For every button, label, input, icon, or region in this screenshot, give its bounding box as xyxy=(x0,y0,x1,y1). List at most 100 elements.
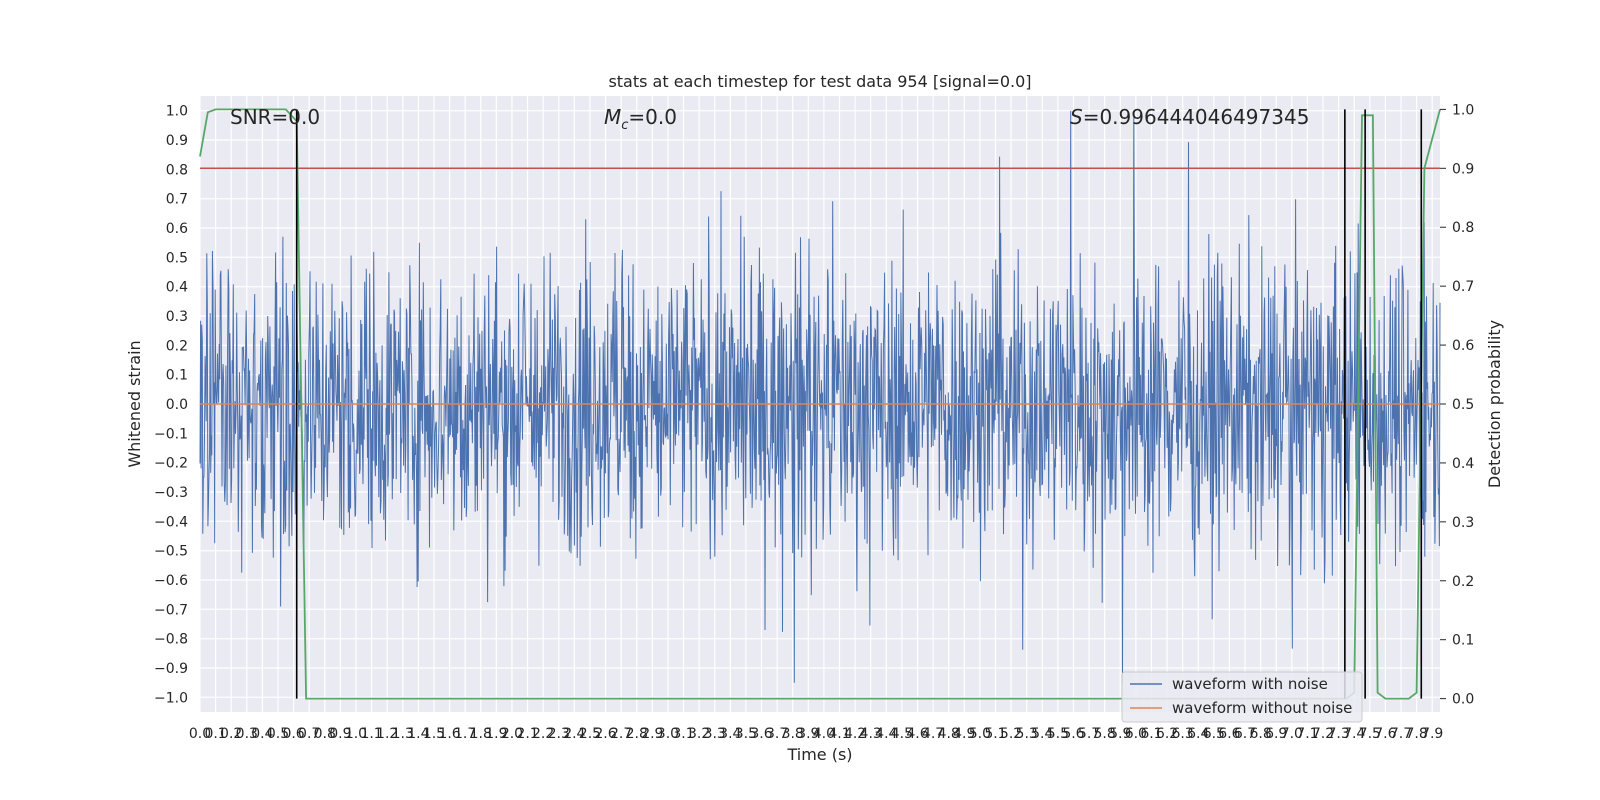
x-tick-label-77: 7.7 xyxy=(1390,726,1412,742)
x-tick-label-59: 5.9 xyxy=(1109,726,1131,742)
y2-axis-label: Detection probability xyxy=(1485,320,1504,488)
x-tick-label-14: 1.4 xyxy=(407,726,429,742)
x-tick-label-21: 2.1 xyxy=(516,726,538,742)
x-tick-label-35: 3.5 xyxy=(735,726,757,742)
x-tick-label-68: 6.8 xyxy=(1249,726,1271,742)
x-tick-label-15: 1.5 xyxy=(423,726,445,742)
mc-symbol: M xyxy=(604,105,621,129)
y2-tick-label-0: 0.0 xyxy=(1452,692,1474,708)
y2-tick-label-10: 1.0 xyxy=(1452,102,1474,118)
x-axis-label: Time (s) xyxy=(786,745,852,764)
x-tick-label-40: 4.0 xyxy=(813,726,835,742)
y2-tick-labels: 0.0 0.1 0.2 0.3 0.4 0.5 0.6 0.7 0.8 0.9 1.0 xyxy=(1440,102,1474,708)
x-tick-label-2: 0.2 xyxy=(220,726,242,742)
y2-tick-label-4: 0.4 xyxy=(1452,456,1474,472)
y-tick-label-5: −0.5 xyxy=(154,544,188,560)
x-tick-label-70: 7.0 xyxy=(1281,726,1303,742)
y-tick-label-8: −0.2 xyxy=(154,456,188,472)
y2-tick-label-1: 0.1 xyxy=(1452,633,1474,649)
x-tick-label-23: 2.3 xyxy=(548,726,570,742)
y-tick-label-20: 1.0 xyxy=(166,104,188,120)
x-tick-label-76: 7.6 xyxy=(1374,726,1396,742)
x-tick-label-0: 0.0 xyxy=(189,726,211,742)
x-tick-label-61: 6.1 xyxy=(1140,726,1162,742)
x-tick-label-33: 3.3 xyxy=(704,726,726,742)
legend-box xyxy=(1121,671,1363,723)
x-tick-label-5: 0.5 xyxy=(267,726,289,742)
y-tick-label-7: −0.3 xyxy=(154,485,188,501)
y-tick-label-3: −0.7 xyxy=(154,602,188,618)
x-tick-label-30: 3.0 xyxy=(657,726,679,742)
x-tick-label-62: 6.2 xyxy=(1156,726,1178,742)
x-tick-label-9: 0.9 xyxy=(329,726,351,742)
y-tick-label-11: 0.1 xyxy=(166,368,188,384)
x-tick-label-26: 2.6 xyxy=(594,726,616,742)
mc-annotation: Mc=0.0 xyxy=(604,105,677,133)
x-tick-label-78: 7.8 xyxy=(1405,726,1427,742)
s-annotation: S=0.996444046497345 xyxy=(1070,105,1309,129)
x-tick-label-22: 2.2 xyxy=(532,726,554,742)
x-tick-label-50: 5.0 xyxy=(969,726,991,742)
x-tick-label-6: 0.6 xyxy=(282,726,304,742)
x-tick-label-48: 4.8 xyxy=(938,726,960,742)
x-tick-label-69: 6.9 xyxy=(1265,726,1287,742)
x-tick-label-20: 2.0 xyxy=(501,726,523,742)
x-tick-label-67: 6.7 xyxy=(1234,726,1256,742)
y-tick-label-1: −0.9 xyxy=(154,661,188,677)
y-tick-label-16: 0.6 xyxy=(166,221,188,237)
chart-title: stats at each timestep for test data 954… xyxy=(608,72,1031,91)
x-tick-label-3: 0.3 xyxy=(236,726,258,742)
y-tick-label-10: 0.0 xyxy=(166,397,188,413)
x-tick-label-24: 2.4 xyxy=(563,726,585,742)
mc-subscript: c xyxy=(621,118,628,133)
x-tick-label-46: 4.6 xyxy=(906,726,928,742)
x-tick-label-74: 7.4 xyxy=(1343,726,1365,742)
y2-tick-label-8: 0.8 xyxy=(1452,220,1474,236)
x-tick-label-44: 4.4 xyxy=(875,726,897,742)
x-tick-label-72: 7.2 xyxy=(1312,726,1334,742)
x-tick-label-64: 6.4 xyxy=(1187,726,1209,742)
x-tick-label-16: 1.6 xyxy=(438,726,460,742)
x-tick-label-47: 4.7 xyxy=(922,726,944,742)
y-tick-label-2: −0.8 xyxy=(154,632,188,648)
x-tick-label-39: 3.9 xyxy=(797,726,819,742)
y-tick-label-9: −0.1 xyxy=(154,426,188,442)
x-tick-label-53: 5.3 xyxy=(1016,726,1038,742)
x-tick-label-52: 5.2 xyxy=(1000,726,1022,742)
y-tick-label-0: −1.0 xyxy=(154,690,188,706)
s-symbol: S xyxy=(1070,105,1083,129)
y2-tick-label-7: 0.7 xyxy=(1452,279,1474,295)
legend-label-noise: waveform with noise xyxy=(1172,675,1328,693)
x-tick-label-58: 5.8 xyxy=(1094,726,1116,742)
y-tick-label-17: 0.7 xyxy=(166,192,188,208)
y-tick-label-13: 0.3 xyxy=(166,309,188,325)
x-tick-label-37: 3.7 xyxy=(766,726,788,742)
y-axis-label: Whitened strain xyxy=(125,340,144,467)
x-tick-label-38: 3.8 xyxy=(782,726,804,742)
x-tick-label-8: 0.8 xyxy=(314,726,336,742)
legend-label-clean: waveform without noise xyxy=(1172,699,1352,717)
mc-value: =0.0 xyxy=(628,105,677,129)
y-tick-label-15: 0.5 xyxy=(166,250,188,266)
y-tick-label-14: 0.4 xyxy=(166,280,188,296)
x-tick-labels: 0.00.10.20.30.40.50.60.70.80.91.01.11.21… xyxy=(189,726,1443,742)
x-tick-label-28: 2.8 xyxy=(626,726,648,742)
x-tick-label-79: 7.9 xyxy=(1421,726,1443,742)
x-tick-label-41: 4.1 xyxy=(828,726,850,742)
x-tick-label-1: 0.1 xyxy=(204,726,226,742)
x-tick-label-10: 1.0 xyxy=(345,726,367,742)
x-tick-label-73: 7.3 xyxy=(1327,726,1349,742)
x-tick-label-12: 1.2 xyxy=(376,726,398,742)
y-tick-label-4: −0.6 xyxy=(154,573,188,589)
y-tick-label-6: −0.4 xyxy=(154,514,188,530)
snr-annotation: SNR=0.0 xyxy=(230,105,320,129)
y2-tick-label-6: 0.6 xyxy=(1452,338,1474,354)
x-tick-label-4: 0.4 xyxy=(251,726,273,742)
x-tick-label-32: 3.2 xyxy=(688,726,710,742)
x-tick-label-36: 3.6 xyxy=(750,726,772,742)
x-tick-label-13: 1.3 xyxy=(392,726,414,742)
y-tick-label-12: 0.2 xyxy=(166,338,188,354)
y-tick-label-18: 0.8 xyxy=(166,162,188,178)
x-tick-label-34: 3.4 xyxy=(719,726,741,742)
